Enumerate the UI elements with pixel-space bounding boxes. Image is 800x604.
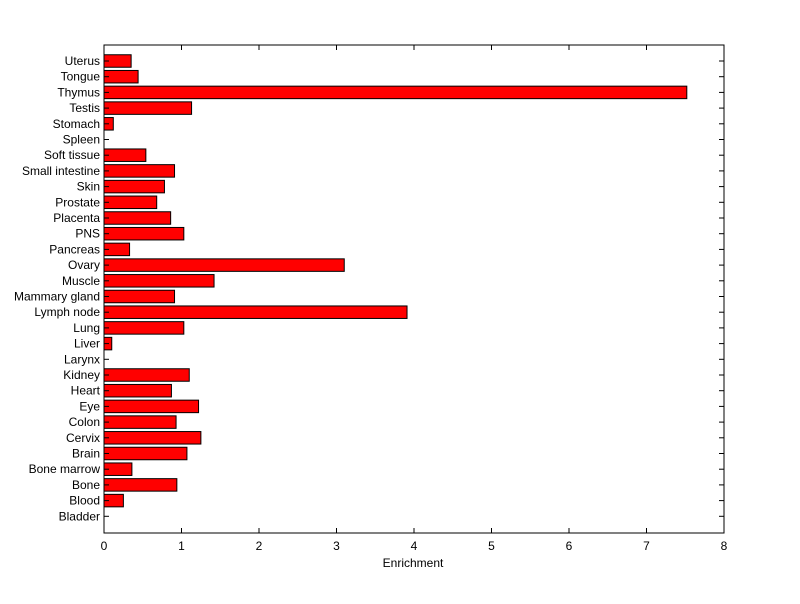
x-tick-label: 5	[488, 539, 495, 553]
y-tick-label: Blood	[69, 494, 100, 508]
y-tick-label: Skin	[77, 180, 100, 194]
y-tick-label: Small intestine	[22, 164, 100, 178]
y-tick-label: Colon	[69, 415, 100, 429]
bar	[103, 195, 158, 210]
bar	[103, 431, 202, 445]
x-tick-label: 2	[256, 539, 263, 553]
bar	[103, 164, 176, 178]
bar	[103, 179, 165, 194]
bar	[103, 368, 190, 382]
y-tick-label: Ovary	[68, 258, 100, 272]
y-tick-label: Bladder	[59, 509, 100, 523]
bar	[103, 148, 147, 162]
y-tick-label: Bone marrow	[29, 462, 101, 476]
y-tick-label: Brain	[72, 447, 100, 461]
plot-area	[103, 44, 725, 534]
bars-group	[103, 54, 688, 508]
x-tick-label: 1	[178, 539, 185, 553]
y-tick-label: Heart	[71, 384, 101, 398]
bar	[103, 415, 177, 429]
y-tick-label: Bone	[72, 478, 100, 492]
y-tick-label: Spleen	[63, 133, 100, 147]
y-tick-label: Stomach	[53, 117, 100, 131]
y-tick-label: Cervix	[66, 431, 100, 445]
y-tick-label: Liver	[74, 337, 100, 351]
x-tick-label: 7	[643, 539, 650, 553]
y-tick-label: Lung	[73, 321, 100, 335]
bar	[103, 478, 178, 492]
bar	[103, 69, 139, 84]
y-tick-label: PNS	[75, 227, 100, 241]
y-tick-label: Lymph node	[34, 305, 100, 319]
bar	[103, 446, 188, 461]
y-tick-label: Prostate	[55, 195, 100, 209]
bar	[103, 321, 185, 335]
y-tick-label: Muscle	[62, 274, 100, 288]
y-tick-label: Testis	[69, 101, 100, 115]
x-axis: 0 1 2 3 4 5 6 7 8	[101, 45, 728, 553]
x-tick-label: 0	[101, 539, 108, 553]
y-tick-label: Eye	[79, 399, 100, 413]
y-tick-label: Soft tissue	[44, 148, 100, 162]
bar	[103, 399, 200, 414]
y-tick-label: Thymus	[57, 85, 100, 99]
x-tick-label: 6	[566, 539, 573, 553]
x-tick-label: 8	[721, 539, 728, 553]
bar	[103, 101, 193, 115]
bar	[103, 274, 215, 288]
bar	[103, 211, 172, 225]
x-tick-label: 3	[333, 539, 340, 553]
y-tick-label: Larynx	[64, 352, 100, 366]
bar	[103, 383, 172, 398]
y-tick-label: Mammary gland	[14, 290, 100, 304]
y-tick-label: Pancreas	[49, 242, 100, 256]
y-tick-label: Tongue	[61, 70, 101, 84]
x-axis-label: Enrichment	[383, 556, 444, 570]
bar	[103, 258, 345, 272]
y-tick-label: Uterus	[65, 54, 100, 68]
bar	[103, 85, 688, 100]
bar	[103, 305, 408, 319]
bar	[103, 289, 176, 304]
x-tick-label: 4	[411, 539, 418, 553]
bar	[103, 226, 185, 241]
y-tick-label: Placenta	[53, 211, 100, 225]
y-tick-label: Kidney	[63, 368, 100, 382]
